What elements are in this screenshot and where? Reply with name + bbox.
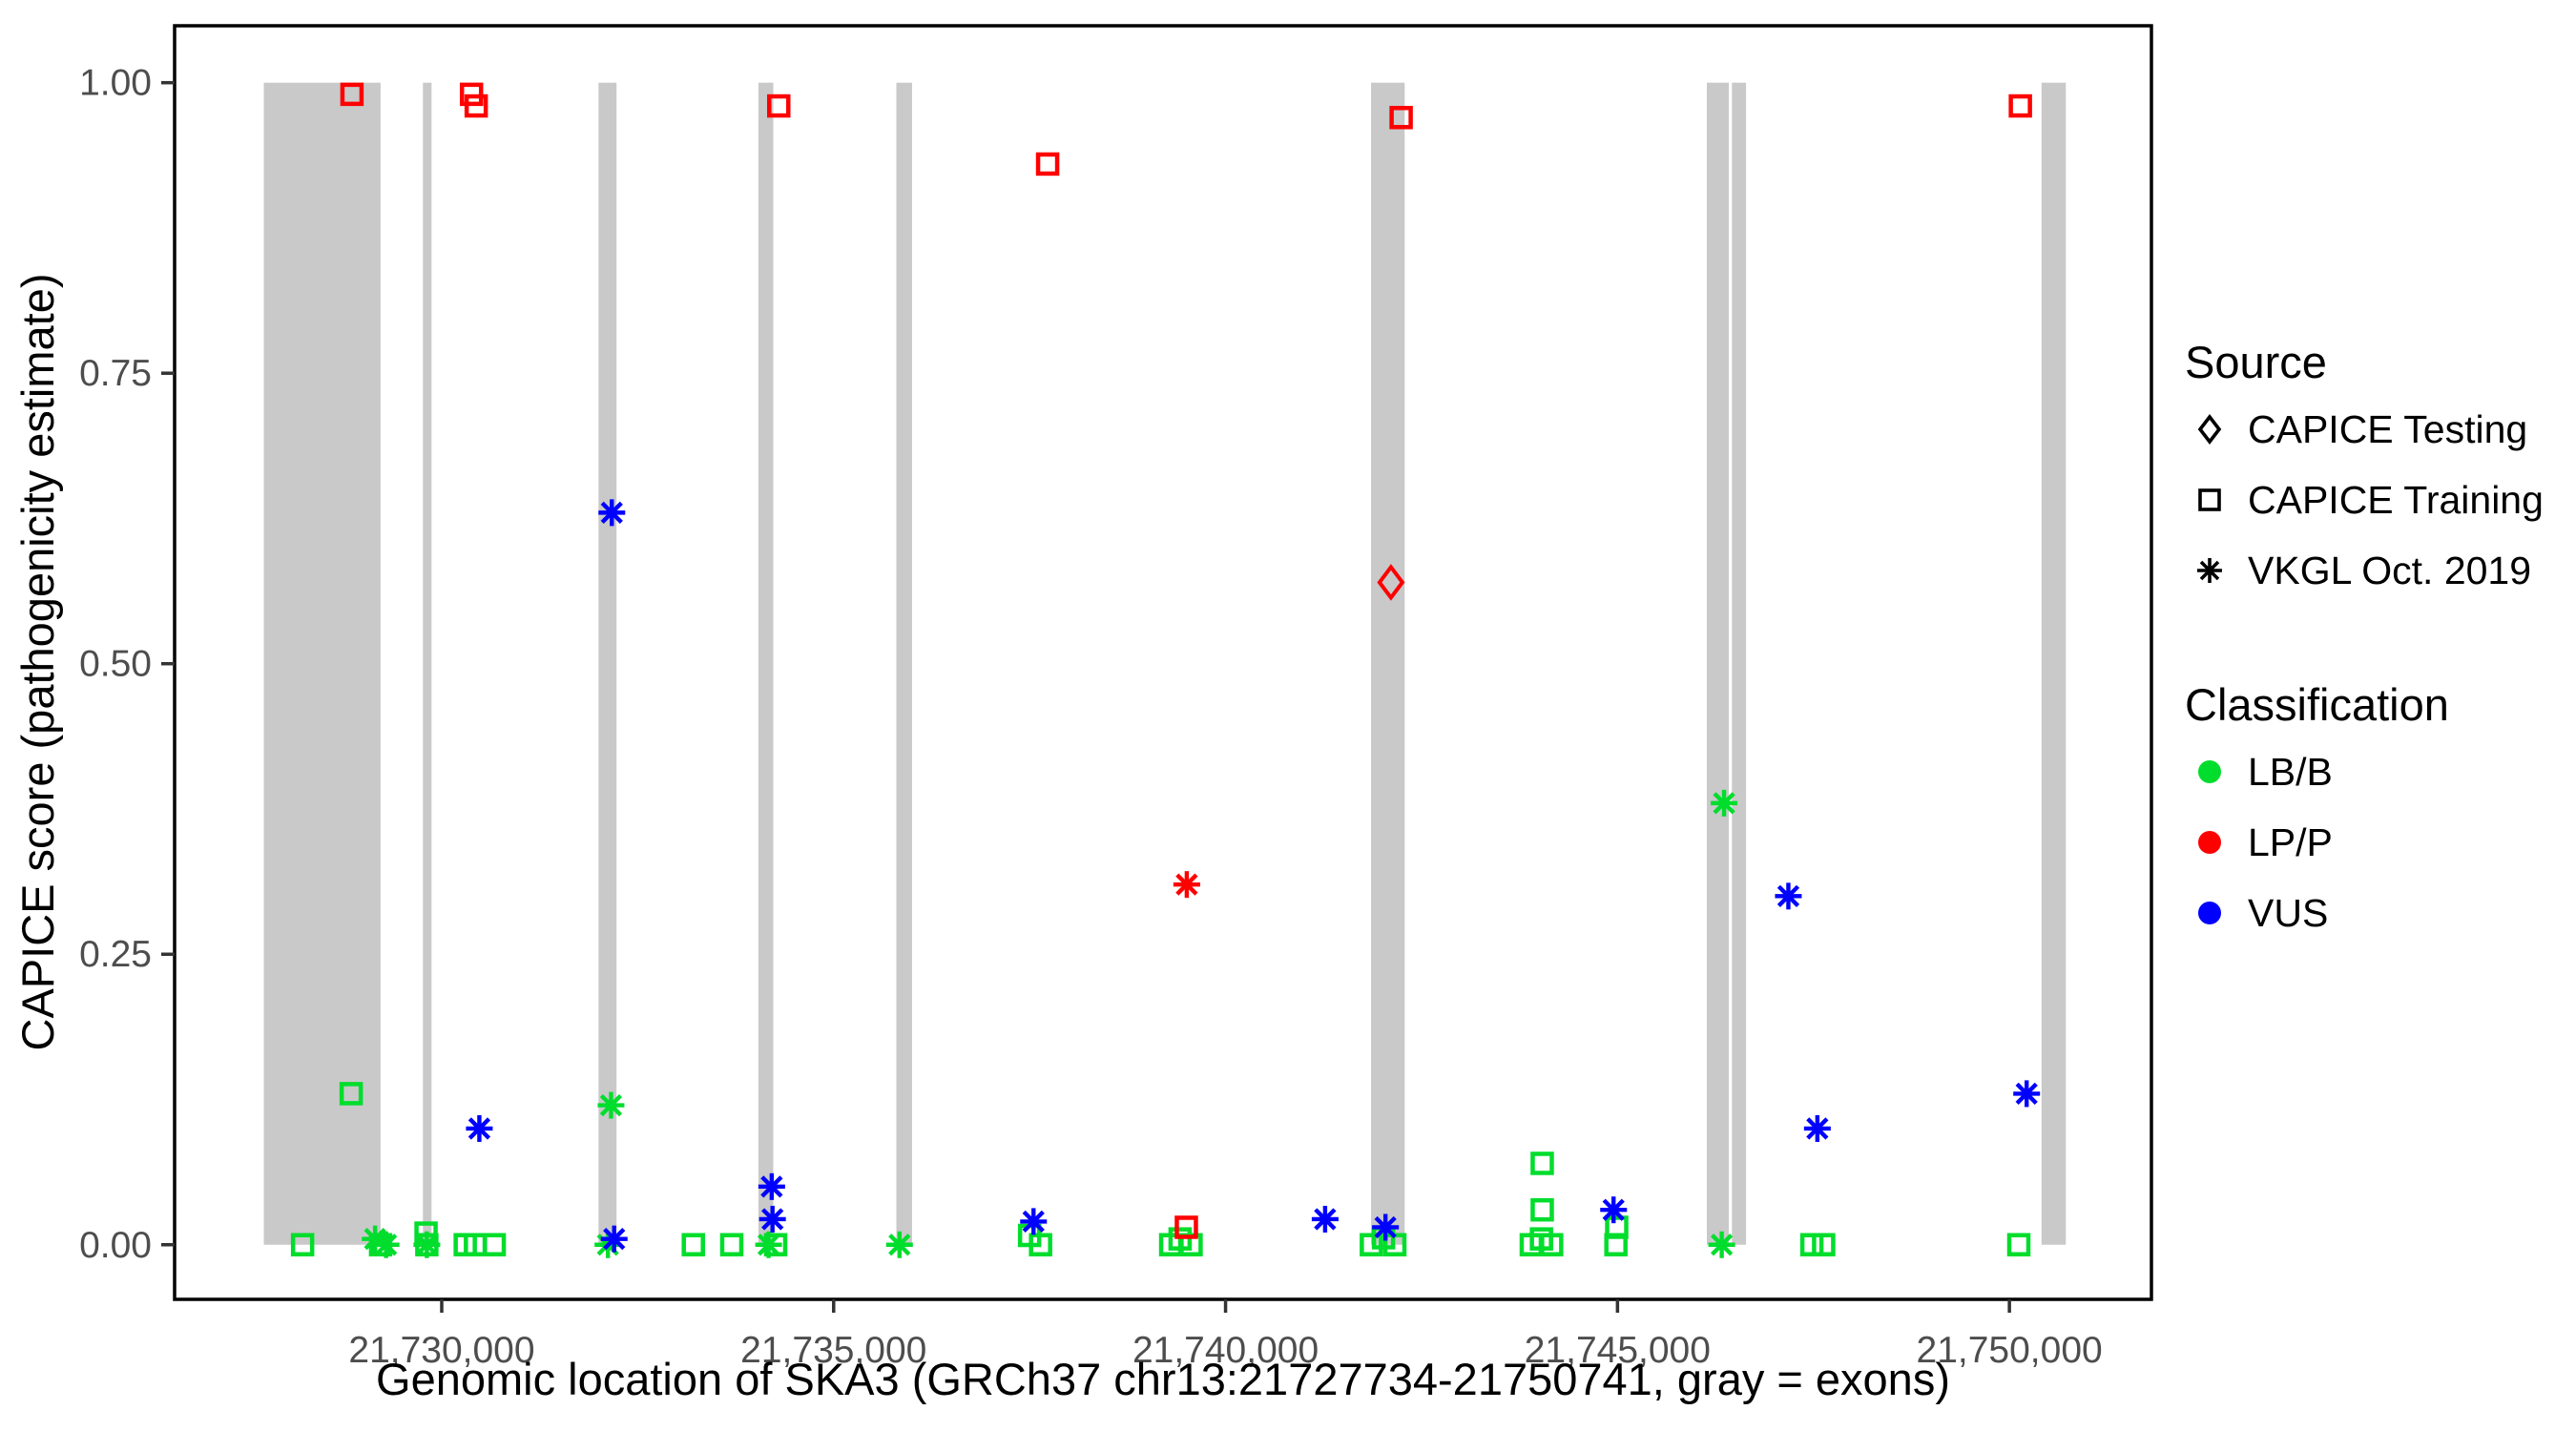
square-icon [2185, 475, 2234, 525]
x-tick-label: 21,735,000 [740, 1330, 926, 1371]
legend-item-lbb: LB/B [2185, 736, 2566, 807]
exon-bar [1732, 82, 1747, 1245]
y-tick-label: 0.00 [79, 1225, 152, 1266]
square-marker [1360, 1233, 1383, 1257]
exon-bar [1371, 82, 1405, 1245]
square-marker [290, 1233, 315, 1257]
y-tick-label: 1.00 [79, 63, 152, 104]
asterisk-marker [758, 1172, 785, 1200]
square-marker [1540, 1233, 1564, 1257]
data-points [290, 82, 2041, 1258]
asterisk-marker [466, 1114, 493, 1142]
legend-item-label: CAPICE Testing [2248, 406, 2528, 451]
asterisk-marker [1775, 882, 1802, 910]
asterisk-marker [755, 1231, 782, 1258]
y-axis-title: CAPICE score (pathogenicity estimate) [12, 274, 63, 1051]
y-tick-label: 0.50 [79, 644, 152, 685]
exon-bar [896, 82, 912, 1245]
asterisk-icon [2185, 546, 2234, 595]
asterisk-marker [1600, 1196, 1628, 1224]
exon-bar [758, 82, 774, 1245]
blue-dot-icon [2185, 888, 2234, 938]
legend-item-vkgl: VKGL Oct. 2019 [2185, 535, 2566, 606]
asterisk-marker [1020, 1208, 1048, 1235]
asterisk-marker [598, 499, 626, 527]
square-marker [464, 93, 488, 118]
legend-item-vus: VUS [2185, 878, 2566, 948]
square-marker [1028, 1233, 1052, 1257]
legend-item-label: VKGL Oct. 2019 [2248, 548, 2532, 592]
asterisk-marker [372, 1231, 400, 1258]
asterisk-marker [1711, 789, 1738, 817]
asterisk-marker [758, 1205, 786, 1233]
asterisk-marker [1311, 1205, 1339, 1233]
square-marker [2008, 93, 2032, 118]
square-marker [339, 1082, 364, 1106]
legend-classification-title: Classification [2185, 679, 2449, 730]
x-tick-label: 21,745,000 [1525, 1330, 1711, 1371]
exon-bar [263, 82, 381, 1245]
legend-source-title: Source [2185, 337, 2327, 387]
square-marker [1035, 152, 1060, 176]
square-marker [1530, 1151, 1554, 1175]
exon-bars [263, 82, 2067, 1245]
legend-item-capice-training: CAPICE Training [2185, 465, 2566, 535]
square-marker [719, 1233, 744, 1257]
diamond-marker [1377, 564, 1405, 601]
x-tick-label: 21,740,000 [1132, 1330, 1319, 1371]
asterisk-marker [413, 1231, 441, 1258]
square-marker [1530, 1197, 1554, 1222]
square-marker [1174, 1215, 1198, 1239]
legend-item-capice-testing: CAPICE Testing [2185, 394, 2566, 465]
red-dot-icon [2185, 818, 2234, 867]
legend: Source CAPICE Testing CAPICE Training [2185, 336, 2566, 948]
legend-item-label: CAPICE Training [2248, 477, 2544, 522]
x-axis-title: Genomic location of SKA3 (GRCh37 chr13:2… [376, 1354, 1950, 1404]
square-marker [482, 1233, 507, 1257]
panel-frame [173, 24, 2153, 1301]
square-marker [681, 1233, 705, 1257]
y-tick-label: 0.75 [79, 353, 152, 394]
square-marker [1812, 1233, 1836, 1257]
legend-item-label: VUS [2248, 890, 2329, 935]
asterisk-marker [1173, 871, 1200, 899]
x-tick-label: 21,730,000 [348, 1330, 534, 1371]
square-marker [767, 93, 791, 118]
asterisk-marker [1803, 1114, 1831, 1142]
asterisk-marker [885, 1231, 913, 1258]
axis-ticks: 21,730,000 21,735,000 21,740,000 21,745,000… [79, 63, 2103, 1371]
diamond-icon [2185, 404, 2234, 454]
square-marker [2006, 1233, 2031, 1257]
asterisk-marker [1708, 1231, 1735, 1258]
legend-item-lpp: LP/P [2185, 807, 2566, 878]
x-tick-label: 21,750,000 [1917, 1330, 2103, 1371]
exon-bar [2041, 82, 2067, 1245]
exon-bar [1707, 82, 1730, 1245]
square-marker [1605, 1215, 1629, 1239]
panel-border [173, 24, 2153, 1301]
asterisk-marker [1372, 1213, 1400, 1241]
legend-item-label: LB/B [2248, 749, 2333, 794]
asterisk-marker [2013, 1080, 2041, 1108]
square-marker [1799, 1233, 1824, 1257]
exon-bar [423, 82, 432, 1245]
y-tick-label: 0.25 [79, 934, 152, 975]
legend-item-label: LP/P [2248, 819, 2333, 864]
exon-bar [598, 82, 617, 1245]
asterisk-marker [600, 1225, 628, 1253]
asterisk-marker [597, 1091, 625, 1119]
legend-spacer [2185, 606, 2566, 678]
square-marker [1389, 105, 1413, 130]
square-marker [340, 82, 364, 107]
green-dot-icon [2185, 747, 2234, 797]
